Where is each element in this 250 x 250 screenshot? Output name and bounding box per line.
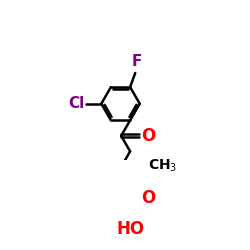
Text: O: O bbox=[141, 189, 155, 207]
Text: F: F bbox=[131, 54, 142, 69]
Text: O: O bbox=[141, 127, 155, 145]
Text: CH$_3$: CH$_3$ bbox=[148, 158, 177, 174]
Text: HO: HO bbox=[116, 220, 144, 238]
Text: Cl: Cl bbox=[68, 96, 85, 111]
